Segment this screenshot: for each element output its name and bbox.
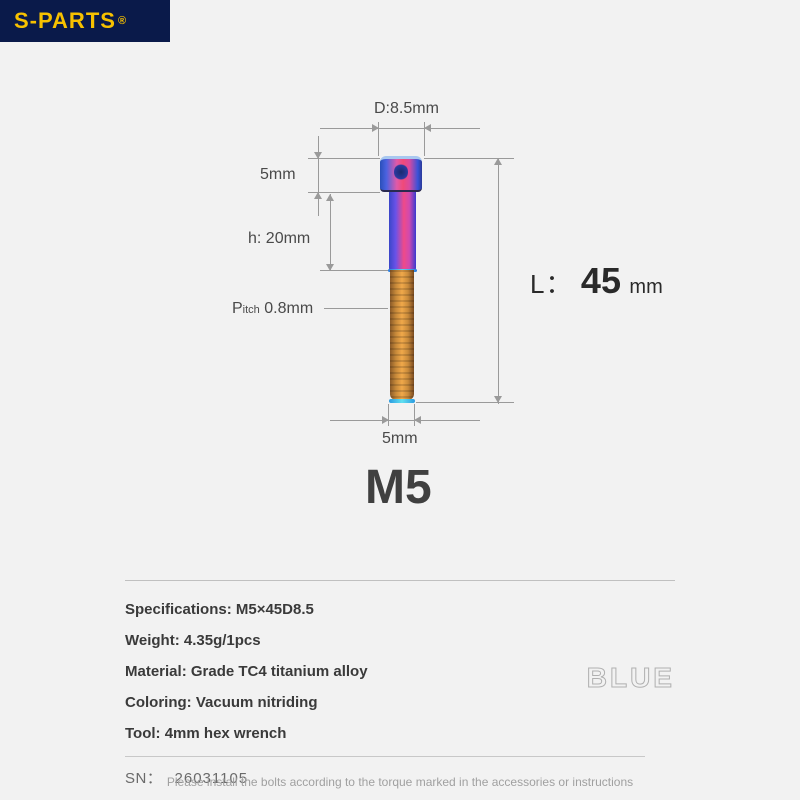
- dim-pitch: Pitch 0.8mm: [232, 300, 313, 318]
- dim-guide: [320, 128, 480, 129]
- spec-value: Vacuum nitriding: [196, 694, 318, 711]
- spec-value: 4.35g/1pcs: [184, 632, 261, 649]
- spec-row: Tool: 4mm hex wrench: [125, 725, 675, 742]
- bolt-head: [380, 156, 422, 192]
- length-unit: mm: [629, 276, 662, 298]
- pitch-P: P: [232, 300, 243, 317]
- length-prefix: L：: [530, 269, 572, 299]
- bolt-shank: [389, 192, 416, 270]
- dim-total-length: L： 45 mm: [530, 260, 663, 302]
- dim-guide: [324, 308, 388, 309]
- dim-arrow: [382, 416, 389, 424]
- dim-guide: [318, 136, 319, 216]
- dim-arrow: [494, 396, 502, 403]
- dim-arrow: [326, 194, 334, 201]
- dim-head-height: 5mm: [260, 166, 296, 184]
- dim-arrow: [494, 158, 502, 165]
- color-name-outline: BLUE: [587, 662, 675, 694]
- brand-name: S-PARTS: [14, 8, 116, 34]
- spec-row: Specifications: M5×45D8.5: [125, 601, 675, 618]
- dim-head-diameter: D:8.5mm: [374, 100, 439, 118]
- registered-mark: ®: [118, 15, 127, 27]
- dim-arrow: [372, 124, 379, 132]
- dim-arrow: [314, 152, 322, 159]
- dim-arrow: [424, 124, 431, 132]
- dim-guide: [330, 420, 480, 421]
- dim-guide: [498, 158, 499, 404]
- install-note: Please install the bolts according to th…: [0, 775, 800, 789]
- dim-shank-height: h: 20mm: [248, 230, 310, 248]
- spec-value: M5×45D8.5: [236, 601, 314, 618]
- dim-thread-dia: 5mm: [382, 430, 418, 448]
- pitch-val: 0.8mm: [264, 300, 313, 317]
- product-name: M5: [365, 460, 432, 515]
- pitch-itch: itch: [243, 304, 260, 316]
- spec-value: Grade TC4 titanium alloy: [191, 663, 368, 680]
- brand-logo: S-PARTS®: [0, 0, 170, 42]
- spec-row: Weight: 4.35g/1pcs: [125, 632, 675, 649]
- bolt-thread: [390, 270, 414, 400]
- bolt-illustration: [380, 156, 424, 400]
- dim-arrow: [414, 416, 421, 424]
- spec-value: 4mm hex wrench: [165, 725, 287, 742]
- dim-arrow: [326, 264, 334, 271]
- dim-arrow: [314, 192, 322, 199]
- dim-guide: [330, 194, 331, 270]
- spec-row: Coloring: Vacuum nitriding: [125, 694, 675, 711]
- divider: [125, 756, 645, 757]
- length-value: 45: [581, 260, 621, 301]
- bolt-diagram: D:8.5mm 5mm h: 20mm Pitch 0.8mm 5mm L： 4…: [0, 60, 800, 510]
